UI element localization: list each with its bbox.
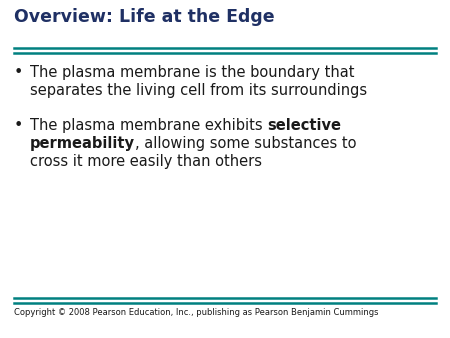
Text: The plasma membrane exhibits: The plasma membrane exhibits — [30, 118, 267, 133]
Text: permeability: permeability — [30, 136, 135, 151]
Text: •: • — [14, 65, 23, 80]
Text: selective: selective — [267, 118, 341, 133]
Text: The plasma membrane is the boundary that: The plasma membrane is the boundary that — [30, 65, 355, 80]
Text: separates the living cell from its surroundings: separates the living cell from its surro… — [30, 83, 367, 98]
Text: Overview: Life at the Edge: Overview: Life at the Edge — [14, 8, 274, 26]
Text: •: • — [14, 118, 23, 133]
Text: , allowing some substances to: , allowing some substances to — [135, 136, 356, 151]
Text: Copyright © 2008 Pearson Education, Inc., publishing as Pearson Benjamin Cumming: Copyright © 2008 Pearson Education, Inc.… — [14, 308, 378, 317]
Text: cross it more easily than others: cross it more easily than others — [30, 154, 262, 169]
